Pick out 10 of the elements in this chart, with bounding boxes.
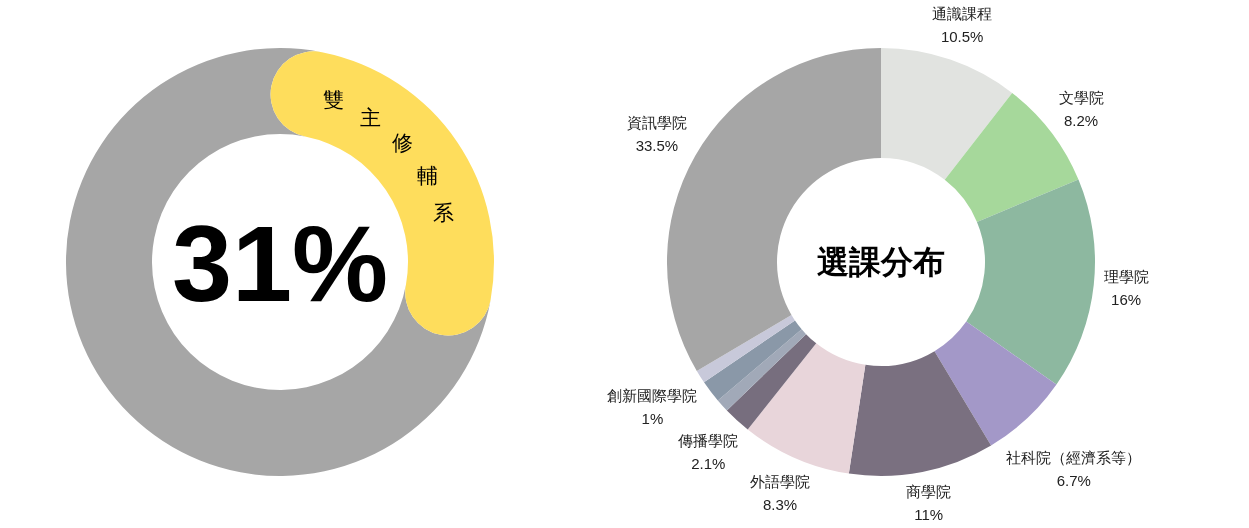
- slice-label: 創新國際學院 1%: [607, 387, 698, 428]
- slice-label: 商學院 11%: [906, 483, 952, 524]
- slice-label: 文學院 8.2%: [1058, 88, 1104, 129]
- slice-label: 傳播學院 2.1%: [678, 432, 739, 473]
- slice-label: 理學院 16%: [1103, 268, 1149, 309]
- title: 選課分布: [817, 244, 945, 280]
- slice-label: 資訊學院 33.5%: [626, 114, 687, 155]
- slice-label: 外語學院 8.3%: [750, 473, 811, 514]
- slice-label: 通識課程 10.5%: [932, 4, 993, 45]
- slice-label: 社科院（經濟系等） 6.7%: [1006, 448, 1142, 489]
